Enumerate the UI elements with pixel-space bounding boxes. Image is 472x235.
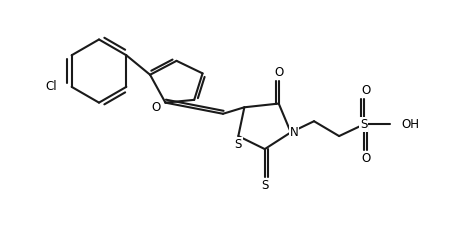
Text: OH: OH (402, 118, 420, 131)
Text: Cl: Cl (45, 80, 57, 93)
Text: N: N (290, 126, 298, 139)
Text: O: O (152, 101, 161, 114)
Text: O: O (362, 152, 371, 165)
Text: S: S (360, 118, 367, 131)
Text: S: S (261, 179, 269, 192)
Text: O: O (274, 67, 283, 79)
Text: S: S (235, 138, 242, 151)
Text: O: O (362, 84, 371, 97)
